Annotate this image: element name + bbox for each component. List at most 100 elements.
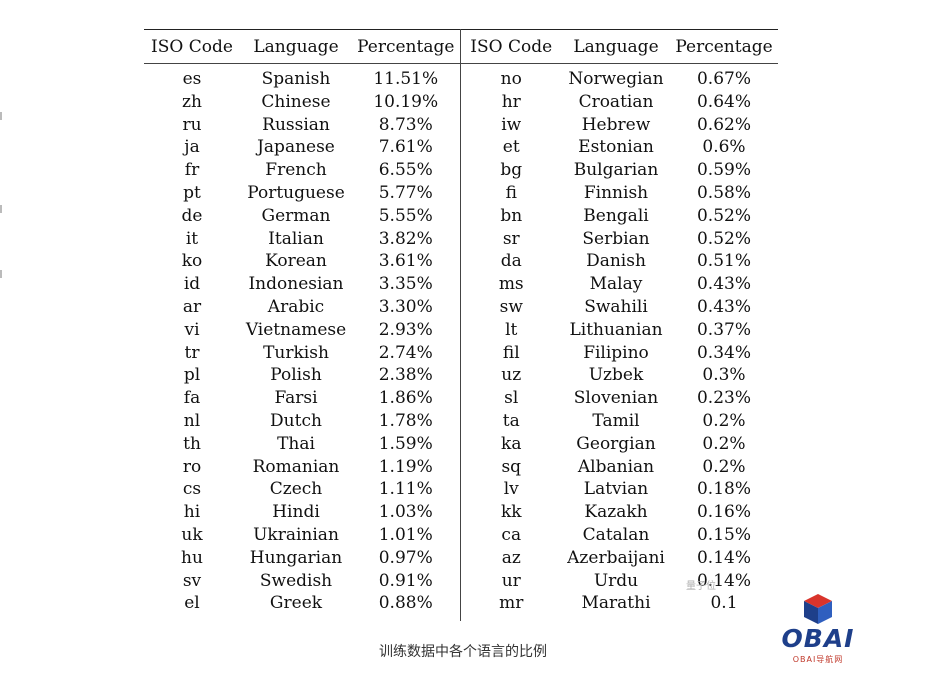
cell-percentage: 1.11% (352, 478, 461, 502)
header-language: Language (253, 36, 339, 57)
obai-logo: OBAI OBAI导航网 (768, 592, 868, 666)
cell-percentage: 3.35% (352, 273, 461, 296)
cell-percentage: 1.01% (352, 523, 461, 547)
cell-iso-code: lt (505, 319, 518, 340)
cell-percentage: 2.74% (352, 341, 461, 365)
cell-language: Korean (265, 251, 327, 272)
cell-percentage: 2.93% (352, 318, 461, 342)
cell-iso-code: bn (500, 205, 523, 226)
cell-language: Albanian (577, 456, 655, 477)
cell-percentage: 0.58% (696, 182, 751, 203)
cell-language: Marathi (581, 593, 651, 614)
cell-iso-code: it (185, 228, 199, 249)
cell-percentage: 0.37% (696, 319, 751, 340)
header-iso-code: ISO Code (470, 36, 553, 57)
cell-language: Lithuanian (569, 319, 663, 340)
cell-language: Farsi (274, 388, 318, 409)
cell-language: Catalan (582, 524, 650, 545)
table-row: de German 5.55% bn Bengali 0.52% (144, 204, 778, 228)
cell-iso-code: de (181, 205, 203, 226)
cell-language: Swahili (584, 296, 648, 317)
table-row: hu Hungarian 0.97% az Azerbaijani 0.14% (144, 546, 778, 570)
cell-iso-code: sr (502, 228, 520, 249)
table-row: uk Ukrainian 1.01% ca Catalan 0.15% (144, 523, 778, 547)
table-row: hi Hindi 1.03% kk Kazakh 0.16% (144, 501, 778, 524)
table-container: ISO Code Language Percentage ISO Code La… (144, 29, 778, 622)
cell-language: Bengali (583, 205, 649, 226)
cell-percentage: 1.59% (352, 432, 461, 456)
cube-icon (804, 594, 832, 624)
cell-percentage: 5.55% (352, 204, 461, 228)
cell-iso-code: uz (501, 365, 522, 386)
cell-percentage: 1.03% (352, 501, 461, 524)
cell-language: Kazakh (584, 502, 648, 523)
table-row: ru Russian 8.73% iw Hebrew 0.62% (144, 113, 778, 137)
cell-language: Azerbaijani (567, 547, 665, 568)
cell-language: Norwegian (568, 69, 664, 89)
cell-percentage: 0.97% (352, 546, 461, 570)
cell-iso-code: ja (184, 137, 200, 158)
table-row: ko Korean 3.61% da Danish 0.51% (144, 250, 778, 274)
cell-percentage: 0.52% (696, 228, 751, 249)
cell-language: Hebrew (581, 114, 651, 135)
cell-iso-code: sv (182, 570, 202, 591)
table-row: fa Farsi 1.86% sl Slovenian 0.23% (144, 387, 778, 410)
cell-percentage: 0.23% (696, 388, 751, 409)
table-row: nl Dutch 1.78% ta Tamil 0.2% (144, 409, 778, 433)
header-row: ISO Code Language Percentage ISO Code La… (144, 29, 778, 64)
table-caption: 训练数据中各个语言的比例 (379, 644, 547, 660)
cell-iso-code: ar (182, 296, 202, 317)
cell-percentage: 0.1 (710, 593, 738, 614)
cell-percentage: 2.38% (352, 364, 461, 388)
cell-language: Czech (269, 479, 323, 500)
table-row: ro Romanian 1.19% sq Albanian 0.2% (144, 455, 778, 479)
cell-language: Finnish (583, 182, 649, 203)
cell-percentage: 0.15% (696, 524, 751, 545)
cell-language: Bulgarian (573, 160, 659, 181)
cell-iso-code: ka (501, 433, 522, 454)
cell-iso-code: fi (505, 182, 517, 203)
edge-mark (0, 270, 2, 278)
table-row: fr French 6.55% bg Bulgarian 0.59% (144, 159, 778, 182)
cell-iso-code: hi (183, 502, 201, 523)
cell-percentage: 5.77% (352, 181, 461, 205)
cell-iso-code: ro (182, 456, 202, 477)
cell-percentage: 0.51% (696, 251, 751, 272)
cell-language: Chinese (261, 91, 331, 112)
cell-language: Polish (270, 365, 322, 386)
cell-iso-code: ta (502, 410, 520, 431)
cell-percentage: 1.78% (352, 409, 461, 433)
cell-iso-code: ko (181, 251, 203, 272)
cell-iso-code: tr (184, 342, 200, 363)
cell-iso-code: ru (182, 114, 202, 135)
cell-iso-code: th (183, 433, 201, 454)
cell-language: Danish (586, 251, 646, 272)
table-row: it Italian 3.82% sr Serbian 0.52% (144, 227, 778, 251)
cell-percentage: 11.51% (352, 63, 461, 91)
cell-language: Romanian (252, 456, 340, 477)
cell-language: Portuguese (247, 182, 345, 203)
cell-iso-code: sq (501, 456, 522, 477)
cell-language: Turkish (263, 342, 329, 363)
cell-iso-code: el (184, 593, 200, 614)
cell-percentage: 3.61% (352, 250, 461, 274)
watermark: 量子位 (686, 581, 716, 592)
cell-language: Italian (268, 228, 324, 249)
cell-iso-code: ca (501, 524, 522, 545)
cell-percentage: 0.16% (696, 502, 751, 523)
cell-language: Croatian (578, 91, 654, 112)
cell-language: Latvian (583, 479, 649, 500)
cell-percentage: 0.18% (696, 479, 751, 500)
cell-language: Uzbek (588, 365, 644, 386)
cell-language: Estonian (578, 137, 654, 158)
cell-iso-code: uk (181, 524, 203, 545)
cell-language: Hungarian (249, 547, 343, 568)
table-row: zh Chinese 10.19% hr Croatian 0.64% (144, 90, 778, 114)
cell-language: Indonesian (248, 274, 344, 295)
cell-percentage: 0.52% (696, 205, 751, 226)
cell-iso-code: pl (183, 365, 201, 386)
cell-language: Malay (589, 274, 643, 295)
cell-percentage: 0.14% (696, 547, 751, 568)
cell-iso-code: es (182, 69, 202, 89)
